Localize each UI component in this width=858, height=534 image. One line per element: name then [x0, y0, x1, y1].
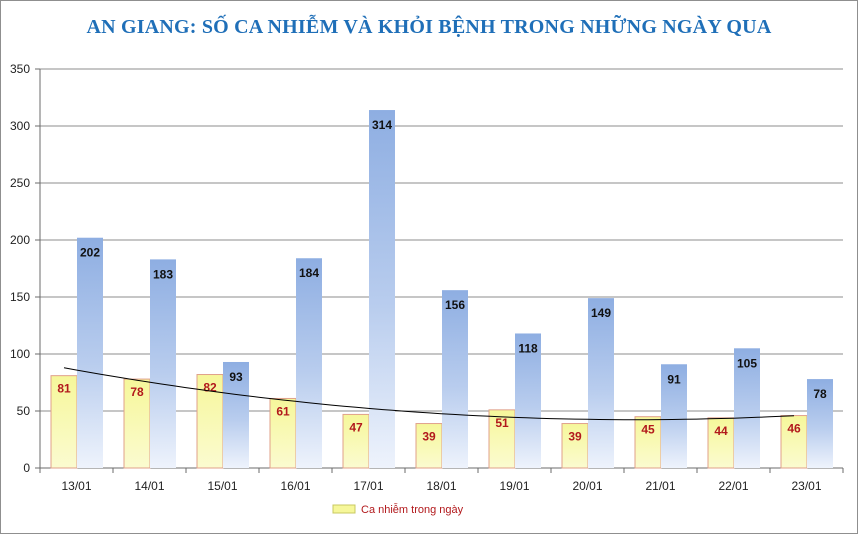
trendline: [63, 367, 795, 421]
y-tick-label: 300: [10, 119, 30, 133]
x-tick-label: 20/01: [572, 479, 602, 493]
data-label-ca-nhiem: 51: [495, 416, 509, 430]
data-label-khoi-benh: 183: [153, 267, 173, 281]
bar-khoi-benh: [77, 237, 103, 468]
data-label-ca-nhiem: 47: [349, 420, 363, 434]
x-tick-label: 17/01: [353, 479, 383, 493]
y-tick-label: 0: [23, 461, 30, 475]
data-label-khoi-benh: 78: [813, 387, 827, 401]
bar-ca-nhiem: [50, 375, 78, 469]
data-label-ca-nhiem: 61: [276, 404, 290, 418]
bar-khoi-benh: [223, 361, 249, 468]
x-tick-label: 18/01: [426, 479, 456, 493]
data-label-ca-nhiem: 39: [568, 430, 582, 444]
data-label-ca-nhiem: 44: [714, 424, 728, 438]
x-tick-label: 15/01: [207, 479, 237, 493]
x-tick-label: 13/01: [61, 479, 91, 493]
data-label-khoi-benh: 91: [667, 372, 681, 386]
y-tick-label: 50: [17, 404, 31, 418]
data-label-khoi-benh: 314: [372, 118, 392, 132]
bar-khoi-benh: [807, 379, 833, 468]
data-label-ca-nhiem: 39: [422, 430, 436, 444]
x-tick-label: 14/01: [134, 479, 164, 493]
bar-khoi-benh: [369, 110, 395, 468]
data-label-khoi-benh: 184: [299, 266, 319, 280]
bar-ca-nhiem: [342, 413, 370, 469]
bar-ca-nhiem: [561, 423, 589, 469]
bar-ca-nhiem: [488, 409, 516, 469]
x-tick-label: 23/01: [791, 479, 821, 493]
bar-khoi-benh: [661, 364, 687, 468]
data-label-ca-nhiem: 78: [130, 385, 144, 399]
bar-khoi-benh: [588, 298, 614, 468]
x-tick-label: 21/01: [645, 479, 675, 493]
bar-ca-nhiem: [707, 417, 735, 469]
legend-swatch-ca-nhiem: [332, 504, 356, 514]
x-tick-label: 16/01: [280, 479, 310, 493]
bar-ca-nhiem: [780, 415, 808, 469]
y-tick-label: 100: [10, 347, 30, 361]
bar-khoi-benh: [515, 333, 541, 468]
y-tick-label: 200: [10, 233, 30, 247]
bar-khoi-benh: [442, 290, 468, 468]
data-label-khoi-benh: 93: [229, 370, 243, 384]
bar-ca-nhiem: [269, 397, 297, 469]
data-label-khoi-benh: 202: [80, 246, 100, 260]
legend-label-ca-nhiem: Ca nhiễm trong ngày: [361, 503, 464, 516]
y-tick-label: 150: [10, 290, 30, 304]
bar-khoi-benh: [296, 258, 322, 468]
x-tick-label: 22/01: [718, 479, 748, 493]
data-label-khoi-benh: 105: [737, 356, 757, 370]
data-label-ca-nhiem: 46: [787, 422, 801, 436]
data-label-ca-nhiem: 82: [203, 381, 217, 395]
chart-title: AN GIANG: SỐ CA NHIỄM VÀ KHỎI BỆNH TRONG…: [86, 16, 772, 38]
x-tick-label: 19/01: [499, 479, 529, 493]
data-label-khoi-benh: 156: [445, 298, 465, 312]
data-label-khoi-benh: 118: [518, 341, 538, 355]
y-tick-label: 350: [10, 62, 30, 76]
y-tick-label: 250: [10, 176, 30, 190]
data-label-ca-nhiem: 45: [641, 423, 655, 437]
bar-khoi-benh: [734, 348, 760, 468]
bar-khoi-benh: [150, 259, 176, 468]
data-label-ca-nhiem: 81: [57, 382, 71, 396]
data-label-khoi-benh: 149: [591, 306, 611, 320]
bar-ca-nhiem: [123, 378, 151, 469]
